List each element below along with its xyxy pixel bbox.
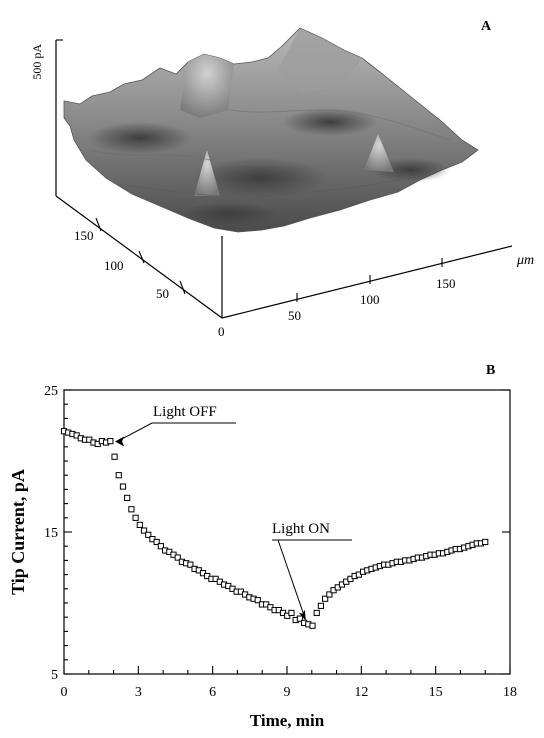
y-tick-50	[179, 280, 186, 295]
x-ticks: 0 3 6 9 12 15 18	[61, 666, 517, 700]
y-tick-label-100: 100	[104, 258, 124, 273]
y-axis-left-edge	[55, 195, 223, 319]
data-point	[111, 453, 118, 460]
y-tick-label-150: 150	[74, 228, 94, 243]
data-point	[288, 609, 295, 617]
origin-label: 0	[218, 324, 225, 339]
y-tick-label: 25	[44, 384, 58, 399]
data-point	[140, 527, 148, 534]
light-on-arrowhead	[298, 609, 306, 621]
y-tick-150	[95, 217, 102, 232]
data-point	[119, 483, 127, 490]
x-axis-edge	[221, 245, 513, 319]
panel-b-label: B	[486, 363, 495, 378]
data-point	[326, 591, 333, 598]
x-axis-title: Time, min	[250, 711, 325, 730]
data-point	[317, 602, 325, 609]
data-point	[153, 538, 160, 546]
x-tick-label: 18	[503, 685, 517, 700]
light-off-arrowhead	[115, 436, 125, 447]
y-axis-title: Tip Current, pA	[8, 469, 28, 595]
annotations: Light OFF Light ON	[115, 404, 352, 621]
z-axis-label: 500 pA	[30, 44, 44, 80]
data-point	[132, 514, 139, 521]
data-point	[322, 595, 329, 602]
y-tick-label: 15	[44, 526, 58, 541]
panel-a-surface-plot: A 500 pA	[30, 19, 534, 339]
x-tick-label-50: 50	[288, 308, 301, 323]
x-axis-unit: μm	[516, 253, 534, 268]
panel-a-label: A	[481, 19, 492, 34]
light-on-label: Light ON	[272, 521, 330, 537]
y-tick-100	[138, 250, 145, 264]
data-point	[128, 506, 135, 513]
surface-image	[63, 27, 479, 233]
data-point	[136, 521, 143, 528]
y-tick-label-50: 50	[156, 286, 169, 301]
data-point	[482, 538, 489, 546]
data-point	[145, 531, 152, 538]
light-off-label: Light OFF	[153, 404, 217, 420]
data-point	[187, 561, 194, 568]
x-tick-label: 12	[354, 685, 368, 700]
data-point	[107, 438, 114, 445]
x-tick-label: 9	[284, 685, 291, 700]
x-tick-label-100: 100	[360, 292, 380, 307]
x-tick-label: 0	[61, 685, 68, 700]
x-tick-label: 3	[135, 685, 142, 700]
data-point	[313, 609, 320, 617]
data-point	[157, 543, 164, 550]
data-point	[174, 554, 181, 561]
x-tick-label: 15	[429, 685, 443, 700]
panel-b-scatter-chart: B 5 15 25 0 3 6 9 12 15 18 Light OFF Light ON Tip…	[8, 363, 517, 730]
data-points	[60, 428, 489, 629]
data-point	[115, 472, 122, 479]
data-point	[124, 494, 131, 502]
light-on-arrow	[277, 539, 306, 618]
data-point	[309, 622, 316, 629]
x-tick-label-150: 150	[436, 276, 456, 291]
x-tick-label: 6	[209, 685, 216, 700]
data-point	[254, 597, 261, 604]
data-point	[296, 615, 303, 622]
y-tick-label: 5	[51, 668, 58, 683]
